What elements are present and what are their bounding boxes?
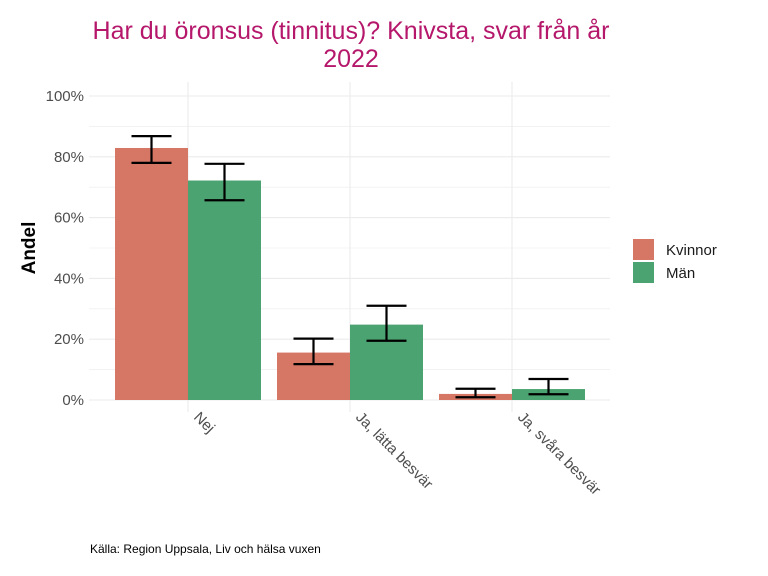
bar-kvinnor-0 [115,147,188,400]
y-axis-ticks: 0% 20% 40% 60% 80% 100% [46,88,84,409]
y-tick-label: 100% [46,88,84,105]
source-caption: Källa: Region Uppsala, Liv och hälsa vux… [90,542,321,556]
chart-title-line-2: 2022 [323,45,379,73]
y-axis-label: Andel [19,222,40,275]
error-bars [131,135,569,399]
y-tick-label: 60% [54,210,84,227]
legend-label-män: Män [666,265,695,282]
legend: Kvinnor Män [633,239,717,283]
x-tick-label: Ja, lätta besvär [352,409,436,493]
legend-label-kvinnor: Kvinnor [666,242,717,259]
x-axis-ticks: Nej Ja, lätta besvär Ja, svåra besvär [190,409,604,499]
legend-swatch-kvinnor [633,239,654,260]
y-tick-label: 40% [54,270,84,287]
x-tick-label: Nej [190,409,218,437]
bar-män-0 [188,180,261,400]
y-tick-label: 20% [54,331,84,348]
y-tick-label: 0% [62,392,84,409]
y-tick-label: 80% [54,149,84,166]
legend-swatch-män [633,262,654,283]
chart-title-line-1: Har du öronsus (tinnitus)? Knivsta, svar… [93,17,610,45]
x-tick-label: Ja, svåra besvär [514,409,604,499]
